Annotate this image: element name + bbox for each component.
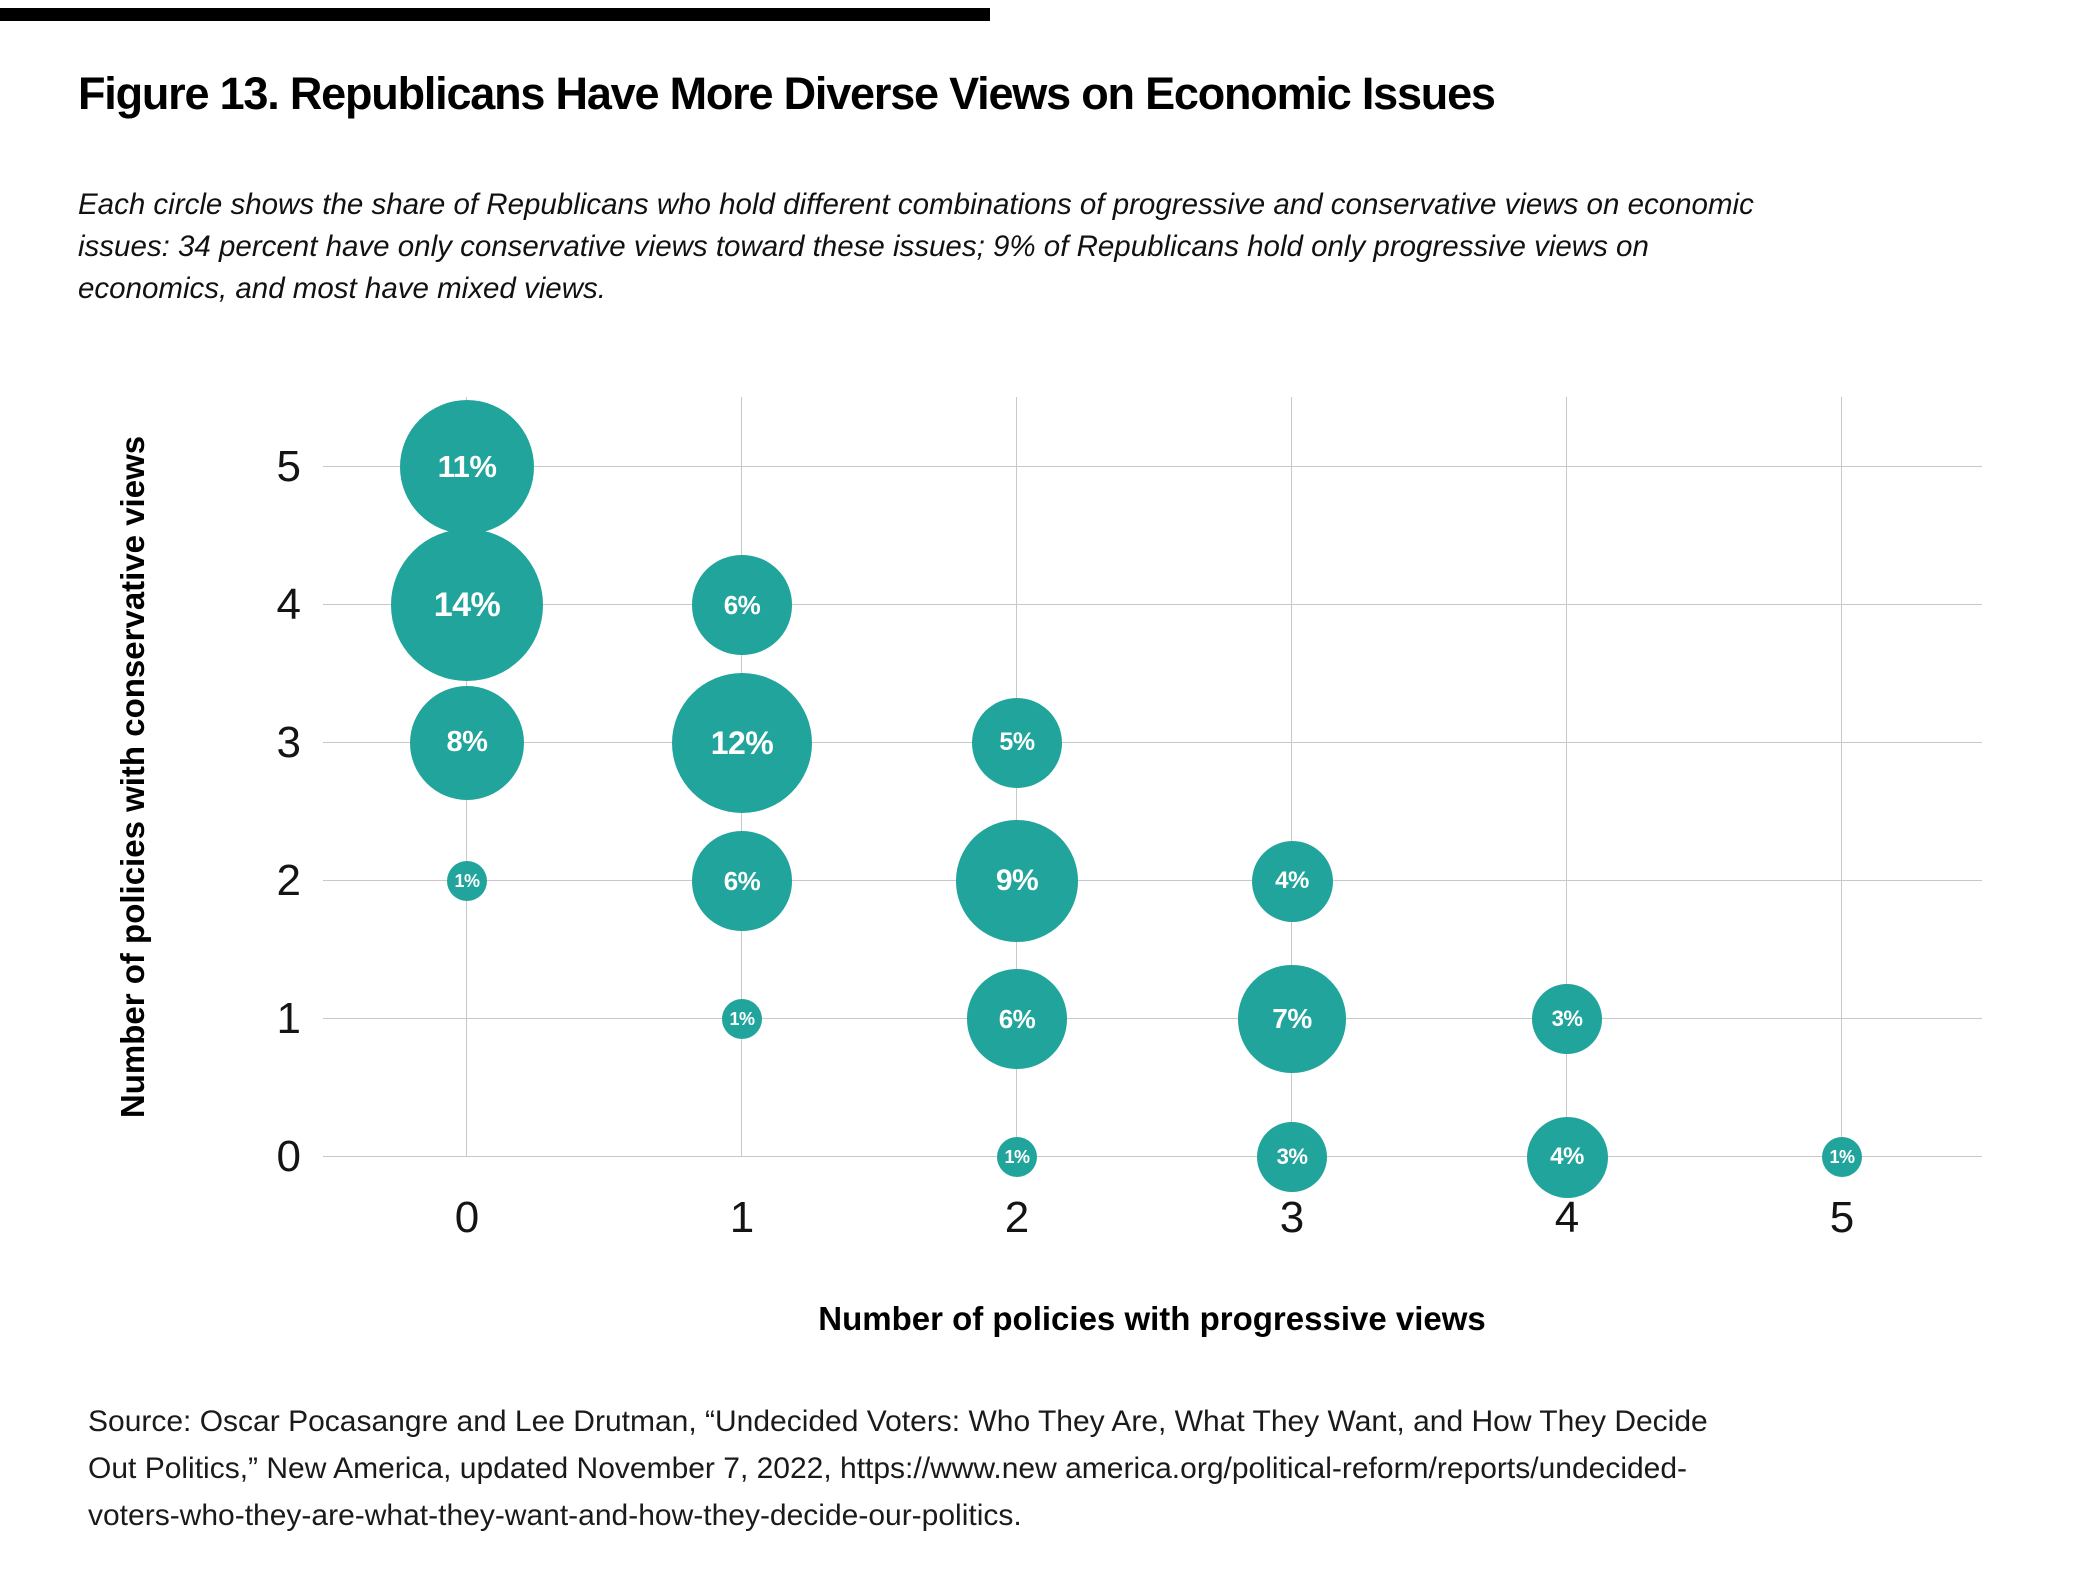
bubble-label: 5%: [999, 728, 1035, 757]
bubble: 1%: [721, 998, 763, 1040]
y-tick-label: 4: [276, 580, 301, 629]
bubble: 7%: [1238, 965, 1346, 1073]
x-tick-label: 2: [1004, 1193, 1030, 1242]
y-tick-label: 2: [276, 856, 301, 905]
bubble-label: 11%: [437, 449, 497, 485]
bubble: 3%: [1256, 1121, 1328, 1193]
x-tick-label: 0: [454, 1193, 480, 1242]
bubble-label: 8%: [446, 726, 488, 759]
bubble-label: 1%: [1829, 1147, 1855, 1167]
bubble: 5%: [971, 697, 1063, 789]
bubble-label: 14%: [433, 585, 501, 624]
bubble: 1%: [446, 860, 488, 902]
bubble-label: 7%: [1272, 1002, 1312, 1034]
bubble: 6%: [692, 831, 792, 931]
bubble: 8%: [409, 685, 525, 801]
bubble: 4%: [1251, 840, 1333, 922]
gridline-h: [323, 1156, 1982, 1158]
bubble-label: 6%: [723, 865, 761, 896]
bubble: 6%: [967, 969, 1067, 1069]
y-tick-label: 5: [276, 442, 301, 491]
gridline-h: [323, 1018, 1982, 1020]
bubble-label: 3%: [1276, 1143, 1308, 1169]
gridline-h: [323, 466, 1982, 468]
gridline-h: [323, 604, 1982, 606]
top-rule: [0, 8, 990, 21]
y-tick-label: 3: [276, 718, 301, 767]
bubble-label: 12%: [710, 724, 774, 761]
figure-title: Figure 13. Republicans Have More Diverse…: [78, 68, 1496, 119]
bubble-label: 1%: [1004, 1147, 1030, 1167]
bubble-label: 6%: [998, 1003, 1036, 1034]
bubble-label: 4%: [1275, 867, 1309, 894]
bubble-label: 1%: [729, 1009, 755, 1029]
bubble: 12%: [671, 672, 813, 814]
text-line: issues: 34 percent have only conservativ…: [78, 230, 1649, 263]
text-line: Out Politics,” New America, updated Nove…: [88, 1452, 1688, 1485]
plot-area: 0 1 2 3 4 5 0 1 2 3 4 5 11% 14% 8% 1% 6% 12% 6% 1% 5% 9% 6% 1% 4…: [277, 397, 1982, 1242]
bubble-label: 9%: [995, 864, 1039, 897]
source-note: Source: Oscar Pocasangre and Lee Drutman…: [88, 1398, 2038, 1539]
gridline-v: [1566, 397, 1568, 1157]
y-tick-label: 1: [276, 994, 301, 1043]
bubble: 3%: [1531, 983, 1603, 1055]
text-line: economics, and most have mixed views.: [78, 272, 606, 305]
x-axis-title: Number of policies with progressive view…: [818, 1300, 1486, 1337]
text-line: Each circle shows the share of Republica…: [78, 188, 1754, 221]
bubble: 1%: [1821, 1136, 1863, 1178]
x-tick-label: 4: [1554, 1193, 1580, 1242]
gridline-h: [323, 742, 1982, 744]
gridline-v: [1291, 397, 1293, 1157]
bubble: 6%: [692, 555, 792, 655]
y-axis-title: Number of policies with conservative vie…: [114, 435, 151, 1119]
y-tick-label: 0: [276, 1132, 301, 1181]
gridline-v: [1841, 397, 1843, 1157]
bubble-label: 4%: [1550, 1143, 1584, 1170]
bubble-label: 3%: [1551, 1005, 1583, 1031]
x-tick-label: 5: [1829, 1193, 1855, 1242]
bubble: 9%: [956, 820, 1078, 942]
text-line: voters-who-they-are-what-they-want-and-h…: [88, 1499, 1022, 1532]
bubble: 4%: [1526, 1116, 1608, 1198]
bubble-label: 6%: [723, 589, 761, 620]
figure-subtitle: Each circle shows the share of Republica…: [78, 184, 2058, 310]
gridline-h: [323, 880, 1982, 882]
text-line: Source: Oscar Pocasangre and Lee Drutman…: [88, 1405, 1708, 1438]
bubble: 11%: [399, 399, 535, 535]
bubble: 14%: [391, 529, 543, 681]
x-tick-label: 1: [729, 1193, 755, 1242]
bubble: 1%: [996, 1136, 1038, 1178]
x-tick-label: 3: [1279, 1193, 1305, 1242]
bubble-label: 1%: [454, 871, 480, 891]
